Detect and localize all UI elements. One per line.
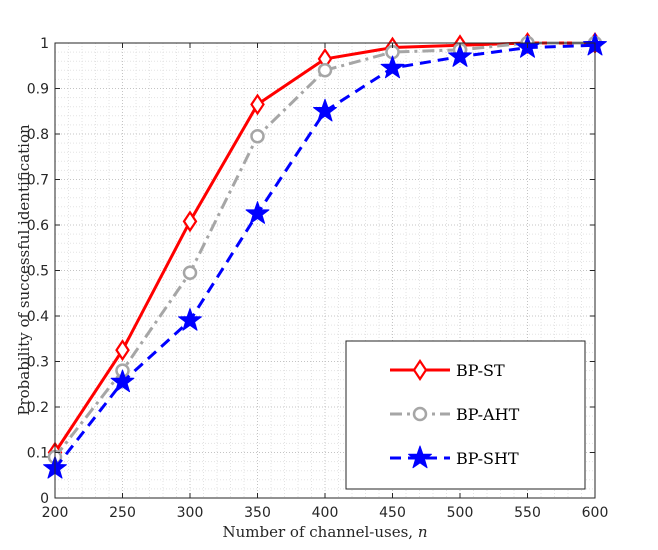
y-tick-label: 0.2 <box>27 400 49 416</box>
legend-label: BP-AHT <box>456 405 520 424</box>
x-axis-label-var: n <box>418 523 428 541</box>
data-point-marker <box>115 339 130 362</box>
x-tick-label: 450 <box>379 505 406 521</box>
x-tick-label: 400 <box>312 505 339 521</box>
x-tick-label: 300 <box>177 505 204 521</box>
x-axis-label: Number of channel-uses, n <box>223 523 428 541</box>
legend-swatch-marker <box>412 359 428 381</box>
y-tick-label: 0.6 <box>27 218 49 234</box>
legend-item-bp-st: BP-ST <box>390 359 505 381</box>
data-point-marker <box>250 129 265 144</box>
y-tick-label: 0.5 <box>27 264 49 280</box>
x-tick-label: 250 <box>109 505 136 521</box>
data-point-marker <box>110 369 135 393</box>
x-tick-label: 600 <box>582 505 609 521</box>
legend-box <box>345 340 586 490</box>
y-tick-label: 0 <box>40 491 49 507</box>
legend-label: BP-ST <box>456 361 505 380</box>
axis-ticks: 200 250 300 350 400 450 500 550 600 0 0.1 0.2 0.3 0.4… <box>27 36 609 521</box>
data-point-marker <box>313 98 337 122</box>
data-point-marker <box>448 44 472 67</box>
y-tick-label: 0.8 <box>27 127 49 143</box>
legend-label: BP-SHT <box>456 449 519 468</box>
x-tick-label: 500 <box>447 505 474 521</box>
x-tick-label: 350 <box>244 505 271 521</box>
legend-swatch-marker <box>412 406 428 422</box>
data-point-marker <box>182 210 198 233</box>
legend-item-bp-aht: BP-AHT <box>390 405 520 424</box>
data-point-marker <box>317 63 333 78</box>
data-point-marker <box>178 308 202 331</box>
legend-item-bp-sht: BP-SHT <box>390 445 519 469</box>
y-tick-label: 0.1 <box>27 446 49 462</box>
y-tick-label: 1 <box>40 36 49 52</box>
x-tick-label: 550 <box>514 505 541 521</box>
legend-swatch-marker <box>408 445 432 469</box>
y-tick-label: 0.7 <box>27 173 49 189</box>
x-tick-label: 200 <box>42 505 69 521</box>
data-point-marker <box>250 93 265 116</box>
y-tick-label: 0.9 <box>27 82 49 98</box>
y-axis-label: Probability of successful identification <box>15 124 33 416</box>
x-axis-label-text: Number of channel-uses, <box>223 523 414 541</box>
data-point-marker <box>245 201 270 224</box>
legend: BP-ST BP-AHT BP-SHT <box>345 340 586 490</box>
data-point-marker <box>182 265 198 281</box>
data-point-marker <box>380 55 405 79</box>
y-tick-label: 0.3 <box>27 355 49 371</box>
y-tick-label: 0.4 <box>27 309 49 325</box>
